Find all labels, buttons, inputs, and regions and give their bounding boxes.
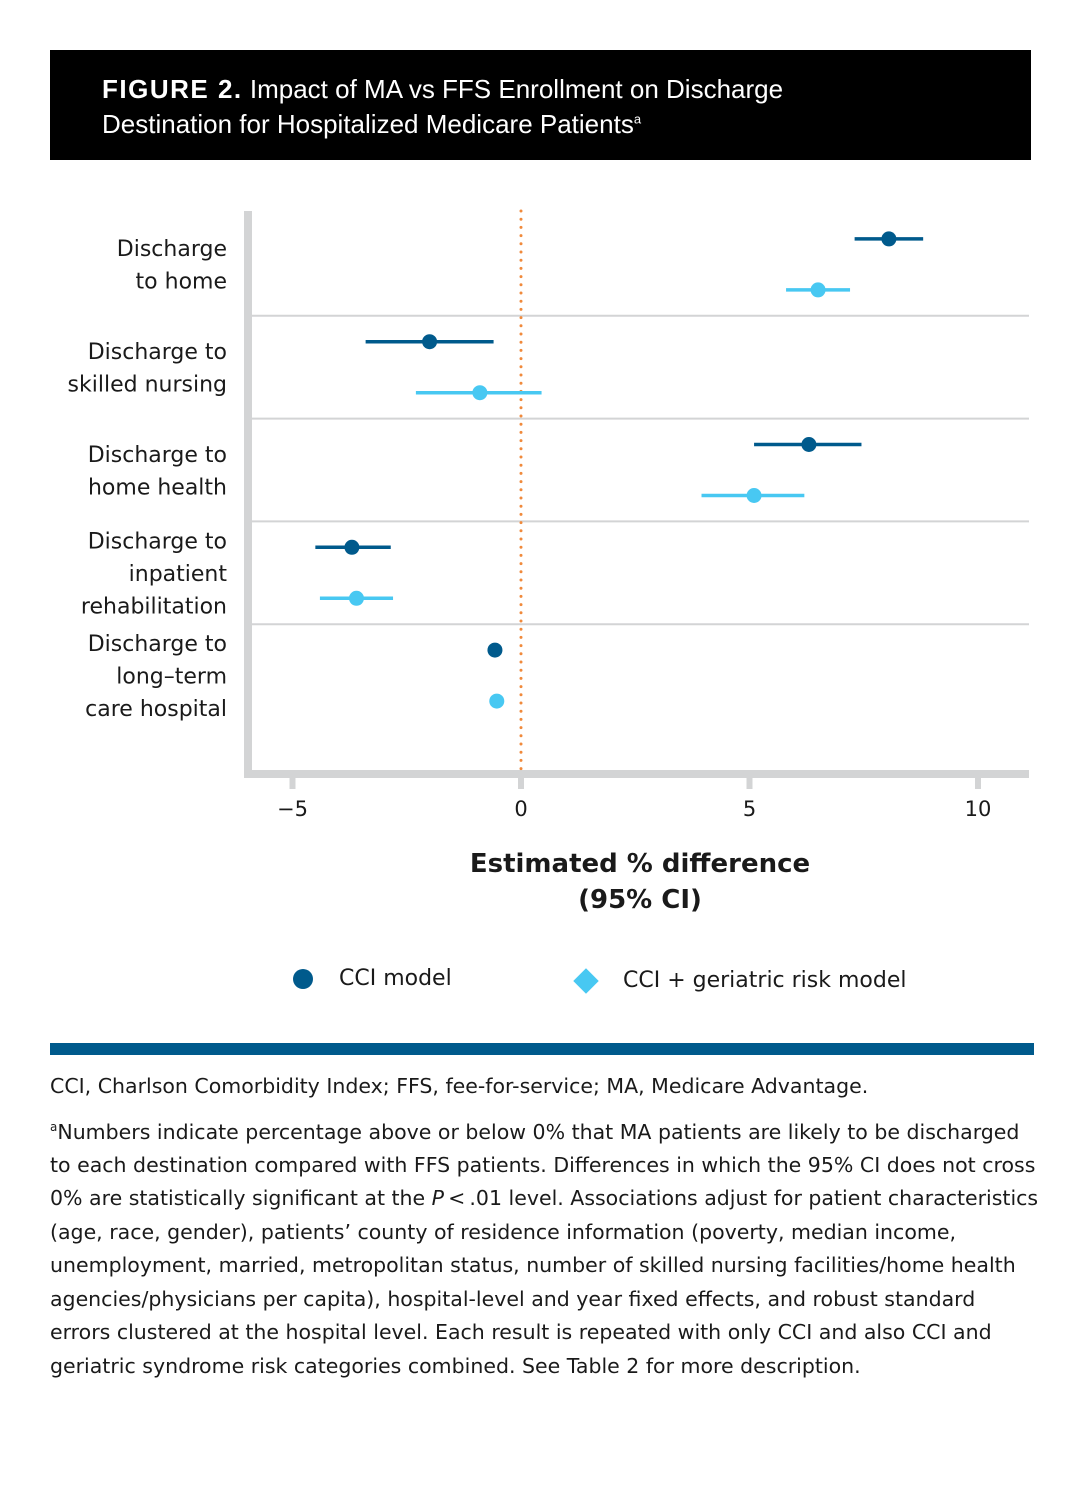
footnote-text-1: Numbers indicate percentage above or bel… bbox=[50, 1119, 1036, 1211]
point-estimate bbox=[344, 539, 360, 555]
y-category-label-line: Discharge bbox=[117, 237, 227, 262]
x-axis-ticks: −5 0 5 10 bbox=[277, 778, 991, 821]
y-category-label: Discharge to skilled nursing bbox=[68, 340, 227, 398]
figure-title-text-2: Destination for Hospitalized Medicare Pa… bbox=[102, 109, 634, 139]
footnote-a: aNumbers indicate percentage above or be… bbox=[50, 1111, 1040, 1384]
y-category-label: Discharge to home health bbox=[88, 443, 227, 501]
legend-label-cci: CCI model bbox=[339, 966, 452, 991]
legend-item-cci: CCI model bbox=[293, 966, 452, 991]
figure-title-line-1: FIGURE 2. Impact of MA vs FFS Enrollment… bbox=[102, 72, 1031, 107]
figure-notes: CCI, Charlson Comorbidity Index; FFS, fe… bbox=[50, 1070, 1040, 1390]
y-category-label-line: Discharge to bbox=[88, 632, 227, 657]
legend-item-cci-geriatric: CCI + geriatric risk model bbox=[573, 967, 907, 994]
footnote-text-2: < .01 level. Associations adjust for pat… bbox=[50, 1186, 1039, 1378]
y-category-label-line: to home bbox=[136, 270, 227, 295]
abbreviations-note: CCI, Charlson Comorbidity Index; FFS, fe… bbox=[50, 1074, 869, 1098]
point-estimate bbox=[810, 282, 826, 298]
footnote-mark: a bbox=[50, 1119, 58, 1134]
legend-label-cci-geriatric: CCI + geriatric risk model bbox=[623, 968, 907, 993]
point-estimate bbox=[881, 231, 897, 247]
y-category-label-line: skilled nursing bbox=[68, 372, 227, 397]
point-estimate bbox=[489, 693, 505, 709]
y-category-label-line: Discharge to bbox=[88, 529, 227, 554]
y-category-label-line: care hospital bbox=[85, 697, 227, 722]
x-axis-title-line-1: Estimated % difference bbox=[469, 849, 811, 879]
figure-title-text-1: Impact of MA vs FFS Enrollment on Discha… bbox=[249, 74, 784, 104]
x-tick-label: 10 bbox=[965, 797, 992, 821]
point-estimate bbox=[348, 590, 364, 606]
point-estimate bbox=[422, 334, 438, 350]
y-category-label-line: Discharge to bbox=[88, 340, 227, 365]
y-category-label: Discharge to inpatient rehabilitation bbox=[81, 529, 227, 619]
y-category-label-line: inpatient bbox=[129, 562, 228, 587]
point-estimate bbox=[487, 642, 503, 658]
y-category-label-line: rehabilitation bbox=[81, 594, 227, 619]
point-estimate bbox=[472, 385, 488, 401]
footnote-p-symbol: P bbox=[431, 1186, 445, 1211]
x-axis-title: Estimated % difference (95% CI) bbox=[330, 846, 950, 918]
axes bbox=[244, 211, 1029, 778]
figure-title-bar: FIGURE 2. Impact of MA vs FFS Enrollment… bbox=[50, 50, 1031, 160]
figure-title-line-2: Destination for Hospitalized Medicare Pa… bbox=[102, 107, 1031, 142]
x-tick-label: −5 bbox=[277, 797, 308, 821]
category-separators bbox=[248, 314, 1029, 626]
y-category-label-line: long–term bbox=[116, 665, 227, 690]
diamond-marker-icon bbox=[573, 967, 599, 994]
x-axis-title-line-2: (95% CI) bbox=[578, 885, 702, 915]
y-category-label: Discharge to long–term care hospital bbox=[85, 632, 227, 722]
title-footnote-mark: a bbox=[633, 111, 642, 127]
y-category-label: Discharge to home bbox=[117, 237, 227, 295]
figure-label: FIGURE 2. bbox=[102, 74, 243, 104]
x-tick-label: 0 bbox=[514, 797, 527, 821]
data-marks bbox=[315, 231, 924, 709]
section-divider bbox=[50, 1043, 1034, 1055]
circle-marker-icon bbox=[293, 968, 313, 989]
point-estimate bbox=[801, 437, 817, 452]
y-axis-labels: Discharge to home Discharge to skilled nurs… bbox=[68, 237, 228, 722]
legend: CCI model CCI + geriatric risk model bbox=[0, 962, 1084, 1002]
forest-plot: Discharge to home Discharge to skilled nurs… bbox=[68, 209, 1029, 821]
point-estimate bbox=[746, 488, 762, 503]
y-category-label-line: Discharge to bbox=[88, 443, 227, 468]
y-category-label-line: home health bbox=[88, 475, 227, 500]
x-tick-label: 5 bbox=[743, 797, 756, 821]
